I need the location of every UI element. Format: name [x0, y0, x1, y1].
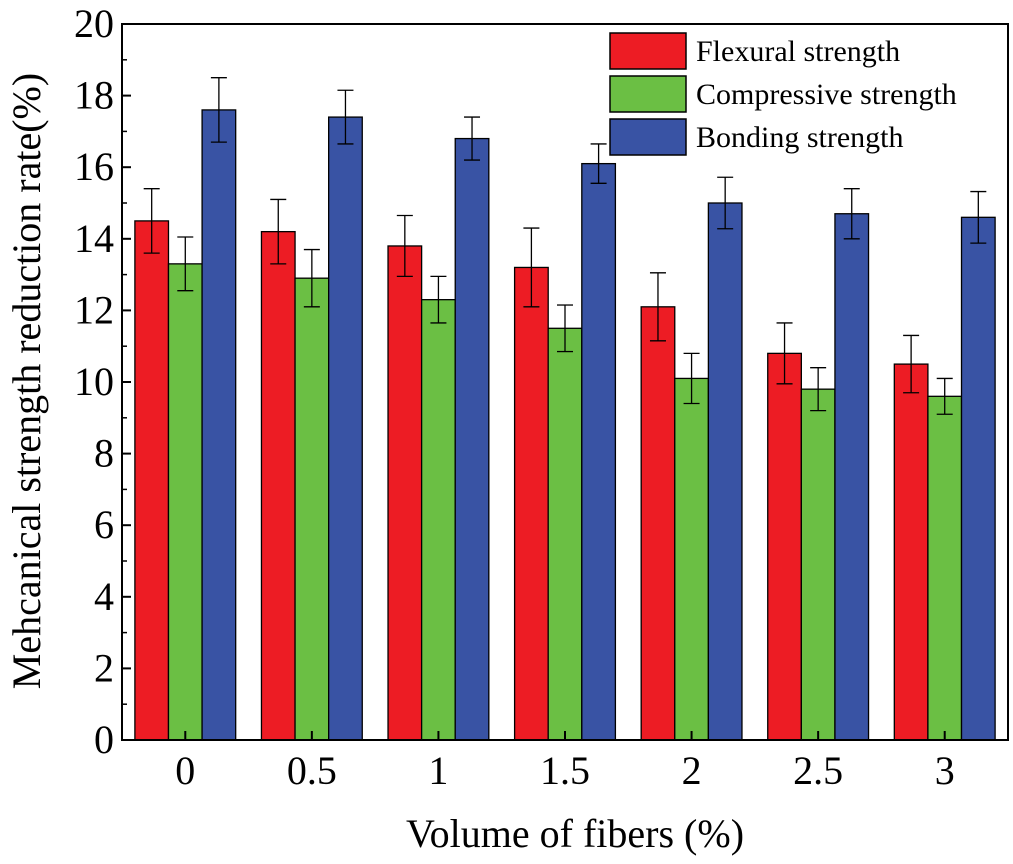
x-tick-label-6: 3 — [935, 748, 955, 793]
y-tick-label-18: 18 — [74, 73, 114, 118]
y-tick-label-8: 8 — [94, 431, 114, 476]
y-tick-label-6: 6 — [94, 502, 114, 547]
x-tick-label-3: 1.5 — [540, 748, 590, 793]
bar-bonding-strength-1 — [328, 116, 363, 741]
axes-layer: 0 2 4 6 8 10 12 14 16 18 20 0 0.5 1 1.5 2 2.5 3 — [74, 1, 1009, 793]
legend-label-compressive-strength: Compressive strength — [696, 78, 957, 111]
bar-bonding-strength-0 — [201, 109, 237, 741]
bar-compressive-strength-5 — [800, 388, 836, 741]
bar-flexural-strength-0 — [134, 220, 170, 741]
bar-compressive-strength-2 — [420, 299, 456, 741]
y-tick-label-20: 20 — [74, 1, 114, 46]
bar-bonding-strength-4 — [707, 202, 743, 741]
legend-swatch-flexural-strength — [609, 32, 687, 70]
y-tick-label-4: 4 — [94, 574, 114, 619]
y-tick-label-10: 10 — [74, 359, 114, 404]
bar-flexural-strength-6 — [893, 363, 929, 741]
bar-bonding-strength-5 — [834, 213, 870, 741]
bar-flexural-strength-2 — [387, 245, 423, 741]
x-tick-label-5: 2.5 — [793, 748, 843, 793]
y-tick-label-0: 0 — [94, 717, 114, 762]
x-tick-label-1: 0.5 — [287, 748, 337, 793]
y-tick-label-14: 14 — [74, 216, 114, 261]
bar-bonding-strength-2 — [454, 137, 490, 741]
y-tick-label-12: 12 — [74, 287, 114, 332]
bar-compressive-strength-6 — [927, 395, 963, 741]
bar-compressive-strength-1 — [294, 277, 330, 741]
x-tick-label-4: 2 — [682, 748, 702, 793]
x-tick-label-2: 1 — [428, 748, 448, 793]
legend-swatch-bonding-strength — [609, 118, 687, 156]
y-axis-title: Mehcanical strength reduction rate(%) — [4, 73, 49, 689]
bar-flexural-strength-4 — [640, 306, 676, 741]
bar-compressive-strength-3 — [547, 327, 583, 741]
legend-swatch-compressive-strength — [609, 75, 687, 113]
bar-flexural-strength-3 — [513, 266, 549, 741]
bar-flexural-strength-1 — [260, 230, 296, 741]
legend-label-bonding-strength: Bonding strength — [696, 121, 904, 154]
bar-bonding-strength-6 — [960, 216, 996, 741]
bar-flexural-strength-5 — [767, 352, 802, 741]
error-bars-layer — [143, 77, 987, 415]
legend: Flexural strength Compressive strength Bon… — [609, 32, 957, 156]
bar-compressive-strength-0 — [167, 263, 203, 741]
bars-layer — [134, 109, 996, 741]
y-tick-label-2: 2 — [94, 645, 114, 690]
x-axis-title: Volume of fibers (%) — [406, 811, 744, 856]
y-tick-label-16: 16 — [74, 144, 114, 189]
bar-compressive-strength-4 — [674, 377, 710, 741]
x-tick-label-0: 0 — [175, 748, 195, 793]
legend-label-flexural-strength: Flexural strength — [696, 35, 900, 68]
bar-bonding-strength-3 — [581, 162, 617, 741]
